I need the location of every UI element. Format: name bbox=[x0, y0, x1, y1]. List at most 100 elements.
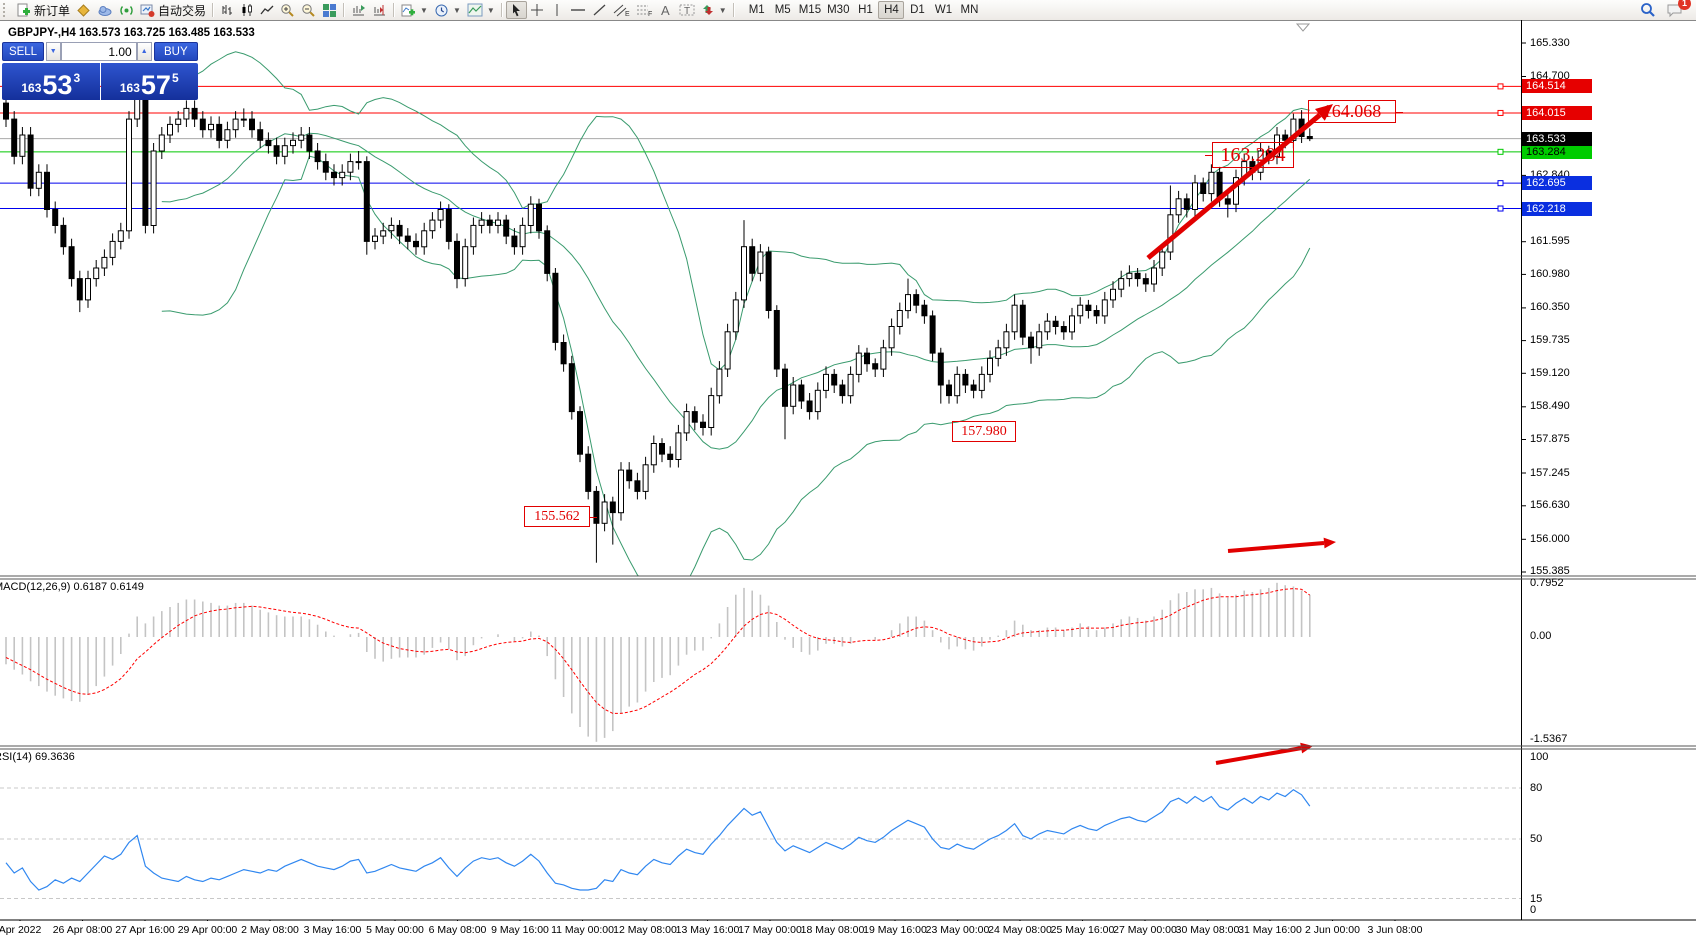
code-base-button[interactable] bbox=[94, 1, 116, 19]
horizontal-line-button[interactable] bbox=[567, 1, 589, 19]
timeframe-D1[interactable]: D1 bbox=[904, 1, 930, 19]
arrows-button[interactable]: ▼ bbox=[698, 1, 730, 19]
crosshair-icon bbox=[530, 3, 544, 17]
buy-price-prefix: 163 bbox=[119, 81, 140, 95]
templates-caret-icon: ▼ bbox=[486, 5, 495, 15]
sell-price-button[interactable]: 163 53 3 bbox=[2, 63, 100, 100]
arrows-icon bbox=[701, 3, 715, 17]
timeframe-H1[interactable]: H1 bbox=[852, 1, 878, 19]
auto-scroll-icon bbox=[351, 3, 366, 18]
svg-text:F: F bbox=[648, 11, 652, 17]
timeframe-M1[interactable]: M1 bbox=[744, 1, 770, 19]
clock-icon bbox=[434, 3, 449, 18]
sell-price-big: 53 bbox=[42, 70, 73, 100]
new-order-button[interactable]: 新订单 bbox=[13, 1, 73, 19]
timeframe-M5[interactable]: M5 bbox=[770, 1, 796, 19]
fibonacci-button[interactable]: F bbox=[633, 1, 656, 19]
chart-bars-button[interactable] bbox=[217, 1, 237, 19]
sell-price-sup: 3 bbox=[73, 71, 81, 85]
vertical-line-button[interactable] bbox=[547, 1, 567, 19]
sell-price-prefix: 163 bbox=[21, 81, 42, 95]
search-icon bbox=[1640, 2, 1656, 18]
text-button[interactable]: A bbox=[656, 1, 676, 19]
zoom-out-button[interactable] bbox=[298, 1, 319, 19]
candles bbox=[3, 84, 1313, 563]
buy-price-button[interactable]: 163 57 5 bbox=[100, 63, 198, 100]
indicators-icon bbox=[401, 3, 416, 18]
volume-decrease-button[interactable]: ▼ bbox=[45, 42, 61, 61]
chart-line-button[interactable] bbox=[257, 1, 277, 19]
rsi-indicator bbox=[0, 787, 1521, 899]
cloud-icon bbox=[97, 3, 113, 18]
channel-icon: E bbox=[613, 3, 630, 17]
templates-button[interactable]: ▼ bbox=[464, 1, 498, 19]
cursor-icon bbox=[510, 3, 523, 17]
horizontal-line-icon bbox=[570, 3, 586, 17]
indicators-button[interactable]: ▼ bbox=[398, 1, 431, 19]
cursor-button[interactable] bbox=[505, 1, 527, 19]
equidistant-channel-button[interactable]: E bbox=[610, 1, 633, 19]
timeframe-group: M1 M5 M15 M30 H1 H4 D1 W1 MN bbox=[744, 1, 983, 19]
chart-candles-button[interactable] bbox=[237, 1, 257, 19]
rsi-panel-resize-handle[interactable] bbox=[0, 745, 1521, 750]
candlestick-icon bbox=[240, 3, 254, 17]
tile-windows-button[interactable] bbox=[319, 1, 340, 19]
buy-price-big: 57 bbox=[140, 70, 171, 100]
search-button[interactable] bbox=[1637, 1, 1659, 19]
horizontal-lines[interactable] bbox=[0, 83, 1521, 212]
trendline-icon bbox=[592, 3, 607, 17]
market-button[interactable] bbox=[73, 1, 94, 19]
timeframe-M30[interactable]: M30 bbox=[824, 1, 852, 19]
zoom-in-icon bbox=[280, 3, 295, 18]
auto-trading-label: 自动交易 bbox=[158, 3, 207, 18]
svg-text:A: A bbox=[661, 3, 670, 17]
timeframe-W1[interactable]: W1 bbox=[930, 1, 956, 19]
line-chart-icon bbox=[260, 3, 274, 17]
text-icon: A bbox=[659, 3, 672, 17]
buy-price-sup: 5 bbox=[171, 71, 179, 85]
templates-icon bbox=[467, 3, 483, 17]
new-order-icon bbox=[16, 3, 31, 18]
auto-scroll-button[interactable] bbox=[348, 1, 369, 19]
bar-chart-icon bbox=[220, 3, 234, 17]
chat-button[interactable]: 1 bbox=[1663, 0, 1691, 19]
timeframe-MN[interactable]: MN bbox=[956, 1, 982, 19]
chart-shift-marker[interactable] bbox=[1295, 23, 1311, 32]
tile-windows-icon bbox=[322, 3, 337, 18]
timeframe-H4[interactable]: H4 bbox=[878, 1, 905, 19]
toolbar-grip[interactable] bbox=[3, 3, 10, 17]
vertical-line-icon bbox=[552, 3, 562, 17]
text-label-button[interactable]: T bbox=[676, 1, 698, 19]
arrows-caret-icon: ▼ bbox=[718, 5, 727, 15]
auto-trading-button[interactable]: 自动交易 bbox=[137, 1, 209, 19]
svg-text:T: T bbox=[684, 6, 690, 17]
one-click-trading-panel: SELL ▼ ▲ BUY 163 53 3 163 57 5 bbox=[2, 42, 198, 100]
chart-canvas[interactable] bbox=[0, 20, 1696, 940]
new-order-label: 新订单 bbox=[34, 3, 71, 18]
panel-frame bbox=[0, 20, 1696, 923]
svg-text:E: E bbox=[625, 11, 630, 17]
chart-window[interactable]: GBPJPY-,H4 163.573 163.725 163.485 163.5… bbox=[0, 20, 1696, 940]
gold-box-icon bbox=[76, 3, 91, 18]
buy-button[interactable]: BUY bbox=[153, 42, 198, 61]
macd-indicator bbox=[5, 582, 1311, 742]
chart-shift-button[interactable] bbox=[369, 1, 390, 19]
trendline-button[interactable] bbox=[589, 1, 610, 19]
sell-button[interactable]: SELL bbox=[2, 42, 44, 61]
timeframe-M15[interactable]: M15 bbox=[796, 1, 824, 19]
notification-badge: 1 bbox=[1678, 0, 1691, 10]
macd-panel-resize-handle[interactable] bbox=[0, 575, 1521, 580]
periods-caret-icon: ▼ bbox=[452, 5, 461, 15]
volume-input[interactable] bbox=[60, 42, 137, 61]
auto-trading-icon bbox=[140, 3, 155, 18]
volume-increase-button[interactable]: ▲ bbox=[136, 42, 152, 61]
trend-arrows[interactable] bbox=[1146, 104, 1336, 765]
periods-button[interactable]: ▼ bbox=[431, 1, 464, 19]
zoom-in-button[interactable] bbox=[277, 1, 298, 19]
chart-shift-icon bbox=[372, 3, 387, 18]
broadcast-icon bbox=[119, 3, 134, 18]
toolbar: 新订单 自动交易 ▼ ▼ bbox=[0, 0, 1696, 21]
signals-button[interactable] bbox=[116, 1, 137, 19]
crosshair-button[interactable] bbox=[527, 1, 547, 19]
zoom-out-icon bbox=[301, 3, 316, 18]
